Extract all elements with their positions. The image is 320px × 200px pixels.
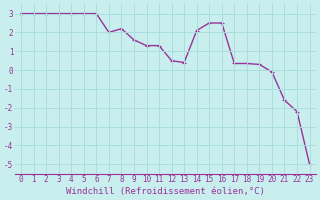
X-axis label: Windchill (Refroidissement éolien,°C): Windchill (Refroidissement éolien,°C)	[66, 187, 265, 196]
